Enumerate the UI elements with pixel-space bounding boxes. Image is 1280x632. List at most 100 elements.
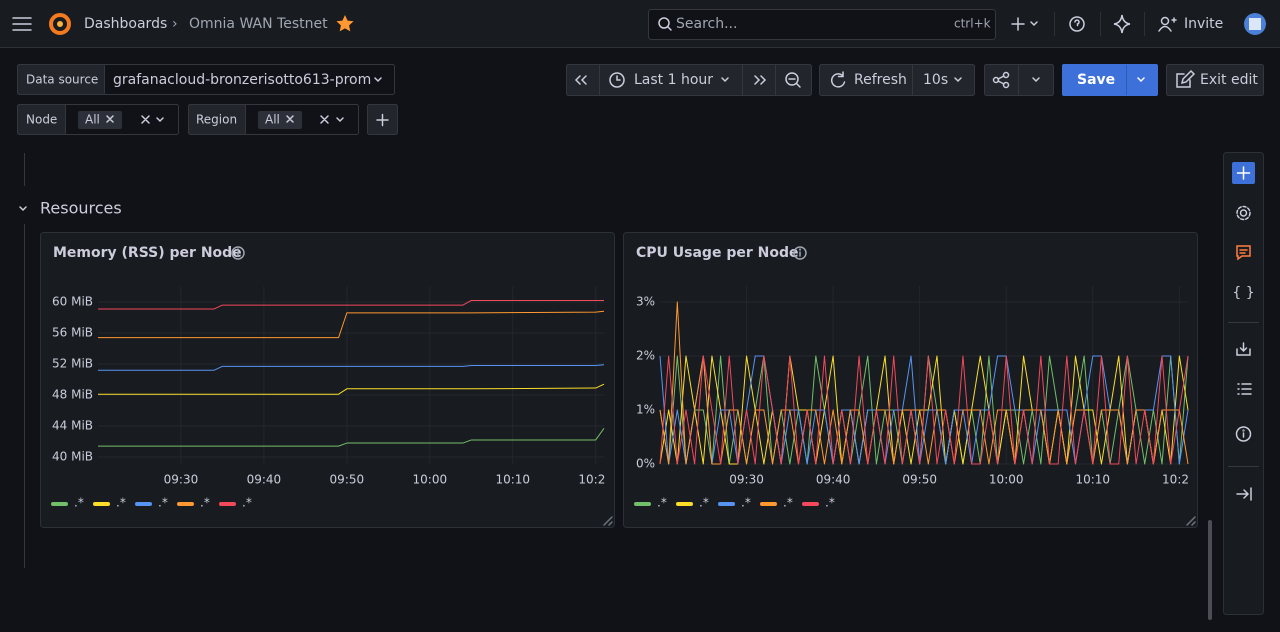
shift-forward-icon[interactable] [754,75,767,85]
exit-edit-label: Exit edit [1200,72,1258,88]
data-source-value: grafanacloud-bronzerisotto613-prom [113,72,371,88]
info-icon[interactable] [793,246,807,260]
y-tick-label: 1% [636,403,655,417]
caret[interactable] [1137,77,1145,83]
caret [1032,77,1040,83]
panel-title[interactable]: CPU Usage per Node [636,245,798,261]
variable-value: All [265,113,280,127]
save-button[interactable] [1062,64,1158,96]
invite-icon [1158,16,1177,32]
search-shortcut: ctrl+k [954,17,991,31]
scrollbar[interactable] [1208,520,1212,620]
variable-label [17,64,105,95]
legend-label: .* [242,496,252,510]
variable-label: Node [26,113,57,127]
variable-value: All [85,113,100,127]
x-tick-label: 09:30 [729,473,764,487]
x-axis-labels: 09:30 09:40 09:50 10:00 10:10 10:20 [729,473,1197,487]
help-icon[interactable] [1069,16,1085,32]
x-tick-label: 10:10 [1075,473,1110,487]
edit-icon [1176,69,1196,88]
shift-back-icon[interactable] [574,75,587,85]
x-tick-label: 09:30 [164,473,199,487]
legend-label: .* [657,496,667,510]
search-icon [658,17,672,31]
add-variable-button[interactable] [367,104,398,135]
y-tick-label: 48 MiB [52,388,93,402]
top-bar [0,0,1280,48]
time-picker[interactable] [566,64,812,96]
comments-icon[interactable] [1236,245,1251,261]
row-collapse-icon[interactable] [19,206,27,212]
zoom-out-icon[interactable] [785,72,801,88]
panel [623,232,1198,528]
caret [374,77,382,83]
assistant-icon[interactable] [1113,14,1131,34]
x-tick-label: 09:40 [816,473,851,487]
menu-icon[interactable] [12,17,32,31]
export-icon[interactable] [1236,342,1251,356]
x-tick-label: 10:20 [1162,473,1197,487]
legend-label: .* [783,496,793,510]
json-icon[interactable]: { } [1232,285,1254,301]
breadcrumb[interactable]: Dashboards [84,16,167,32]
grafana-logo[interactable] [49,13,71,35]
row-title[interactable]: Resources [40,199,122,218]
series-line [98,299,604,310]
panel-title[interactable]: Memory (RSS) per Node [53,245,242,261]
add-button[interactable] [1232,162,1255,184]
legend-label: .* [158,496,168,510]
search-placeholder: Search... [676,16,737,32]
y-tick-label: 3% [636,295,655,309]
time-range[interactable]: Last 1 hour [634,72,713,88]
outline-icon[interactable] [1237,383,1252,395]
x-tick-label: 10:00 [413,473,448,487]
x-tick-label: 10:20 [578,473,613,487]
caret [954,77,962,83]
collapse-sidebar-icon[interactable] [1236,487,1252,501]
series-line [98,383,605,395]
x-tick-label: 10:00 [989,473,1024,487]
variable-node[interactable]: Node All [17,104,179,135]
breadcrumb-separator: › [172,16,178,32]
legend-label: .* [200,496,210,510]
legend-label: .* [741,496,751,510]
search-box[interactable] [648,9,996,40]
clock-icon [609,72,625,88]
new-icon[interactable] [1011,17,1038,31]
variable-label: Region [196,113,237,127]
refresh-picker[interactable] [819,64,975,96]
x-tick-label: 09:40 [247,473,282,487]
variable-region[interactable]: Region All [188,104,359,135]
avatar[interactable] [1244,13,1266,35]
info-icon[interactable] [231,246,245,260]
y-tick-label: 52 MiB [52,357,93,371]
settings-icon[interactable] [1236,205,1251,221]
y-tick-label: 0% [636,457,655,471]
series-line [98,310,605,339]
info-icon[interactable] [1235,426,1252,442]
refresh-icon [830,71,846,88]
breadcrumb: Omnia WAN Testnet [189,16,328,32]
x-tick-label: 10:10 [495,473,530,487]
refresh-interval[interactable]: 10s [923,72,948,88]
x-tick-label: 09:50 [330,473,365,487]
refresh-button[interactable]: Refresh [854,72,907,88]
share-icon [992,71,1010,89]
y-tick-label: 44 MiB [52,419,93,433]
series-line [659,301,1189,465]
legend-label: .* [699,496,709,510]
series-line [98,364,605,371]
legend-label: .* [116,496,126,510]
legend-label: .* [74,496,84,510]
data-source-label: Data source [26,73,98,87]
x-tick-label: 09:50 [902,473,937,487]
x-axis-labels: 09:30 09:40 09:50 10:00 10:10 10:20 [164,473,613,487]
series-line [659,355,1189,465]
resize-handle[interactable] [1186,516,1196,526]
y-tick-label: 60 MiB [52,295,93,309]
resize-handle[interactable] [603,516,613,526]
invite-button[interactable]: Invite [1184,16,1223,32]
star-icon[interactable] [336,15,354,32]
